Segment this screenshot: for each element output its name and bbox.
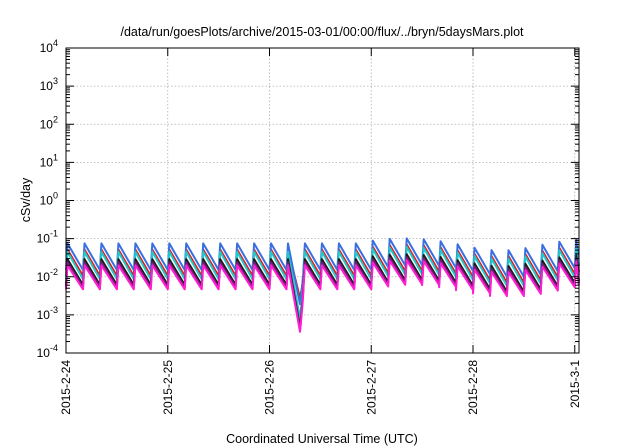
- x-tick-label: 2015-2-25: [161, 360, 175, 415]
- chart-title: /data/run/goesPlots/archive/2015-03-01/0…: [120, 25, 524, 39]
- x-tick-label: 2015-2-28: [466, 360, 480, 415]
- x-tick-label: 2015-3-1: [568, 360, 582, 408]
- y-axis-label: cSv/day: [19, 177, 33, 222]
- y-tick-label: 104: [40, 38, 58, 55]
- x-tick-label: 2015-2-24: [59, 360, 73, 415]
- y-tick-label: 102: [40, 114, 58, 131]
- y-tick-label: 10-3: [37, 305, 58, 322]
- grid: [66, 48, 579, 353]
- x-tick-label: 2015-2-26: [263, 360, 277, 415]
- y-tick-label: 10-4: [37, 343, 58, 360]
- series-group: [65, 237, 580, 333]
- x-tick-label: 2015-2-27: [364, 360, 378, 415]
- y-tick-label: 101: [40, 152, 58, 169]
- y-tick-label: 100: [40, 191, 58, 208]
- y-tick-label: 10-2: [37, 267, 58, 284]
- y-tick-label: 103: [40, 76, 58, 93]
- x-tick-labels: 2015-2-24 2015-2-25 2015-2-26 2015-2-27 2015…: [59, 360, 582, 415]
- x-axis-label: Coordinated Universal Time (UTC): [226, 432, 418, 446]
- axis-ticks: [65, 47, 579, 354]
- y-tick-label: 10-1: [37, 229, 58, 246]
- y-tick-labels: 10-4 10-3 10-2 10-1 100 101 102 103 104: [37, 38, 58, 360]
- data-series-line: [65, 259, 580, 333]
